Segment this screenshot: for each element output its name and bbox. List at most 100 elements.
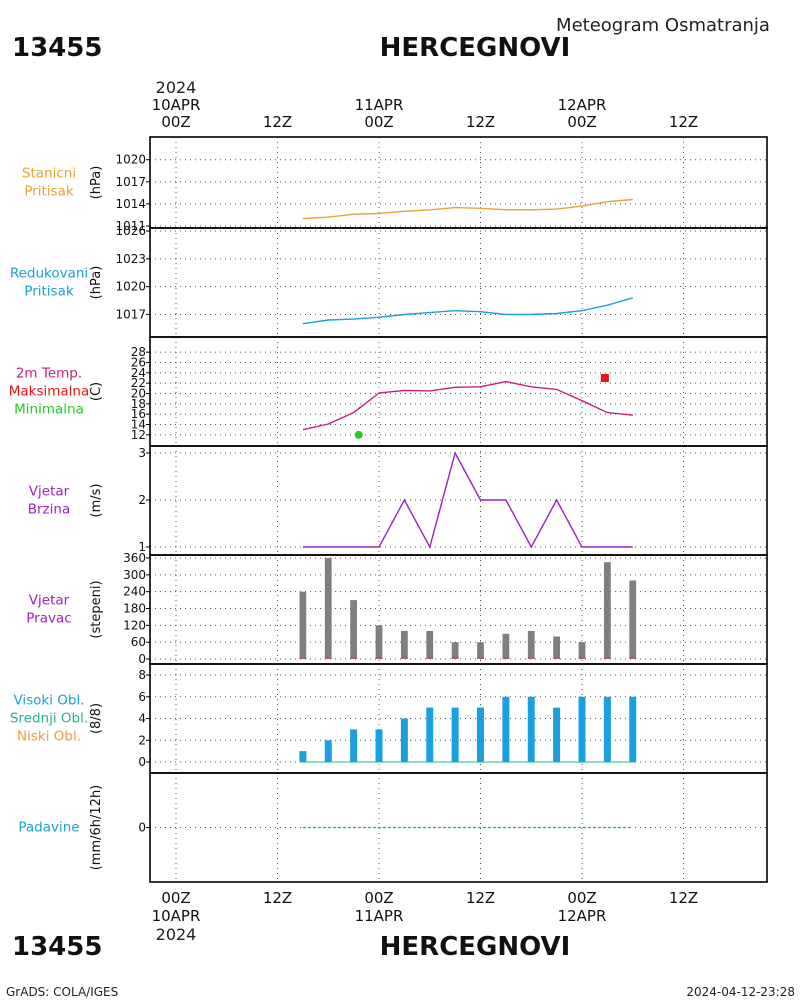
y-tick-label: 26	[131, 356, 146, 370]
y-tick-label: 300	[123, 568, 146, 582]
y-tick-label: 20	[131, 387, 146, 401]
y-tick-label: 4	[138, 712, 146, 726]
panel-label: Maksimalna	[9, 384, 90, 400]
product-title: Meteogram Osmatranja	[556, 15, 770, 36]
panel-label: Vjetar	[29, 484, 70, 500]
cloud-bar	[350, 729, 358, 762]
year-bottom: 2024	[156, 925, 197, 944]
day-label-top: 10APR	[152, 96, 201, 114]
day-label-bottom: 12APR	[558, 907, 607, 925]
time-tick-label-top: 00Z	[161, 113, 190, 131]
panel-label: Minimalna	[14, 402, 84, 418]
y-tick-label: 2	[138, 493, 146, 507]
y-tick-label: 120	[123, 618, 146, 632]
cloud-bar	[603, 696, 611, 762]
y-tick-label: 8	[138, 668, 146, 682]
cloud-bar	[527, 696, 535, 762]
y-tick-label: 1	[138, 540, 146, 554]
y-tick-label: 1023	[115, 252, 146, 266]
time-tick-label-bottom: 00Z	[364, 889, 393, 907]
y-tick-label: 1020	[115, 153, 146, 167]
y-tick-label: 14	[131, 418, 146, 432]
panel-label: Vjetar	[29, 593, 70, 609]
cloud-bar	[477, 707, 484, 762]
cloud-bar	[451, 707, 459, 762]
cloud-bar	[400, 718, 408, 762]
y-tick-label: 24	[131, 366, 146, 380]
y-tick-label: 6	[138, 690, 146, 704]
panel-label: Brzina	[28, 502, 70, 518]
panel-unit-label: (mm/6h/12h)	[89, 785, 104, 871]
panel-unit-label: (hPa)	[89, 266, 104, 300]
time-tick-label-bottom: 12Z	[669, 889, 698, 907]
station-id-top: 13455	[12, 33, 102, 63]
tmin-marker	[354, 430, 363, 439]
footer-timestamp: 2024-04-12-23:28	[686, 985, 795, 999]
time-tick-label-top: 00Z	[364, 113, 393, 131]
panel-label: Niski Obl.	[17, 729, 81, 745]
day-label-bottom: 10APR	[152, 907, 201, 925]
wind-direction-bar	[629, 580, 637, 659]
temperature-series-line	[302, 380, 633, 431]
wind_speed-series-line	[302, 451, 633, 549]
panel-unit-label: (C)	[89, 382, 104, 401]
station_pressure-series-line	[302, 198, 633, 220]
y-tick-label: 0	[138, 755, 146, 769]
time-tick-label-bottom: 12Z	[466, 889, 495, 907]
wind-direction-bar	[299, 591, 307, 659]
day-label-top: 11APR	[355, 96, 404, 114]
panel-label: Visoki Obl.	[13, 693, 84, 709]
y-tick-label: 2	[138, 733, 146, 747]
wind_speed-panel-frame	[149, 445, 768, 556]
tmax-marker	[600, 374, 609, 382]
precip-panel-frame	[149, 772, 768, 883]
y-tick-label: 1020	[115, 280, 146, 294]
cloud-bar	[375, 729, 383, 762]
temperature-panel-frame	[149, 336, 768, 447]
panel-label: Pravac	[26, 611, 71, 627]
cloud-bar	[553, 707, 561, 762]
cloud-bar	[299, 751, 307, 762]
y-tick-label: 3	[138, 446, 146, 460]
y-tick-label: 22	[131, 376, 146, 390]
wind-direction-bar	[350, 600, 358, 659]
y-tick-label: 0	[138, 821, 146, 835]
cloud-bar	[426, 707, 434, 762]
y-tick-label: 0	[138, 652, 146, 666]
station-id-bottom: 13455	[12, 932, 102, 962]
y-tick-label: 18	[131, 397, 146, 411]
panel-unit-label: (stepeni)	[89, 580, 104, 638]
reduced_pressure-panel-frame	[149, 227, 768, 338]
cloud-bar	[578, 696, 586, 762]
panel-label: Pritisak	[24, 284, 74, 300]
station-name-bottom: HERCEGNOVI	[380, 932, 571, 962]
station_pressure-panel-frame	[149, 136, 768, 229]
panel-label: Pritisak	[24, 184, 74, 200]
time-tick-label-bottom: 00Z	[161, 889, 190, 907]
wind-direction-bar	[451, 642, 459, 659]
time-tick-label-bottom: 12Z	[263, 889, 292, 907]
wind-direction-bar	[603, 562, 611, 659]
y-tick-label: 60	[131, 635, 146, 649]
wind-direction-bar	[426, 630, 434, 659]
time-tick-label-top: 12Z	[466, 113, 495, 131]
y-tick-label: 360	[123, 551, 146, 565]
wind-direction-bar	[553, 636, 561, 659]
time-tick-label-top: 00Z	[567, 113, 596, 131]
wind-direction-bar	[375, 625, 383, 659]
y-tick-label: 28	[131, 345, 146, 359]
y-tick-label: 16	[131, 407, 146, 421]
cloud-bar	[324, 740, 332, 762]
y-tick-label: 1014	[115, 197, 146, 211]
time-tick-label-top: 12Z	[669, 113, 698, 131]
wind-direction-bar	[527, 630, 535, 659]
reduced_pressure-series-line	[302, 297, 633, 325]
panel-label: Padavine	[18, 820, 79, 836]
cloud-bar	[502, 696, 510, 762]
y-tick-label: 240	[123, 585, 146, 599]
wind-direction-bar	[477, 642, 484, 659]
footer-credit: GrADS: COLA/IGES	[6, 985, 118, 999]
cloud-bar	[629, 696, 637, 762]
